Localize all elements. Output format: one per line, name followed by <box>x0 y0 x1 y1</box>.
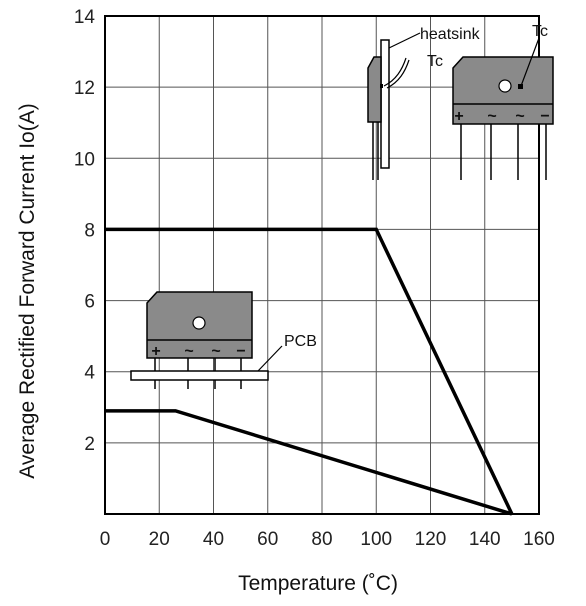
x-tick-label: 160 <box>523 529 555 550</box>
pin-ac2-pcb: ~ <box>211 343 220 360</box>
pin-ac1-top: ~ <box>487 108 496 125</box>
tc-top-label: Tc <box>532 23 548 40</box>
series-line-pcb <box>105 409 513 516</box>
y-tick-label: 10 <box>74 149 95 170</box>
y-tick-label: 4 <box>84 363 95 384</box>
package-on-pcb-icon <box>130 291 283 389</box>
package-front-view-icon <box>452 37 554 180</box>
x-tick-label: 140 <box>469 529 501 550</box>
pin-minus-top: − <box>540 108 549 125</box>
x-tick-label: 80 <box>311 529 332 550</box>
x-tick-label: 20 <box>149 529 170 550</box>
y-tick-label: 14 <box>74 7 96 28</box>
heatsink-label: heatsink <box>420 26 481 43</box>
pin-ac2-top: ~ <box>515 108 524 125</box>
x-tick-label: 100 <box>360 529 392 550</box>
pin-minus-pcb: − <box>236 343 245 360</box>
pin-ac1-pcb: ~ <box>184 343 193 360</box>
plot-frame <box>104 15 540 515</box>
y-tick-labels: 2 4 6 8 10 12 14 <box>74 7 96 455</box>
x-tick-label: 60 <box>257 529 278 550</box>
y-tick-label: 12 <box>74 78 95 99</box>
x-tick-label: 0 <box>100 529 111 550</box>
y-tick-label: 8 <box>84 220 95 241</box>
series-lines <box>105 227 514 516</box>
x-tick-label: 120 <box>415 529 447 550</box>
series-line-heatsink <box>105 227 514 515</box>
pin-plus-pcb: + <box>151 343 160 360</box>
pcb-label: PCB <box>284 333 317 350</box>
tc-side-label: Tc <box>427 53 443 70</box>
x-tick-labels: 0 20 40 60 80 100 120 140 160 <box>100 529 555 550</box>
x-axis-label: Temperature (˚C) <box>238 572 398 595</box>
x-tick-label: 40 <box>203 529 224 550</box>
pin-plus-top: + <box>454 108 463 125</box>
heatsink-side-view-icon <box>367 32 421 180</box>
y-axis-label: Average Rectified Forward Current Io(A) <box>16 103 39 478</box>
y-tick-label: 2 <box>84 434 95 455</box>
y-tick-label: 6 <box>84 292 95 313</box>
